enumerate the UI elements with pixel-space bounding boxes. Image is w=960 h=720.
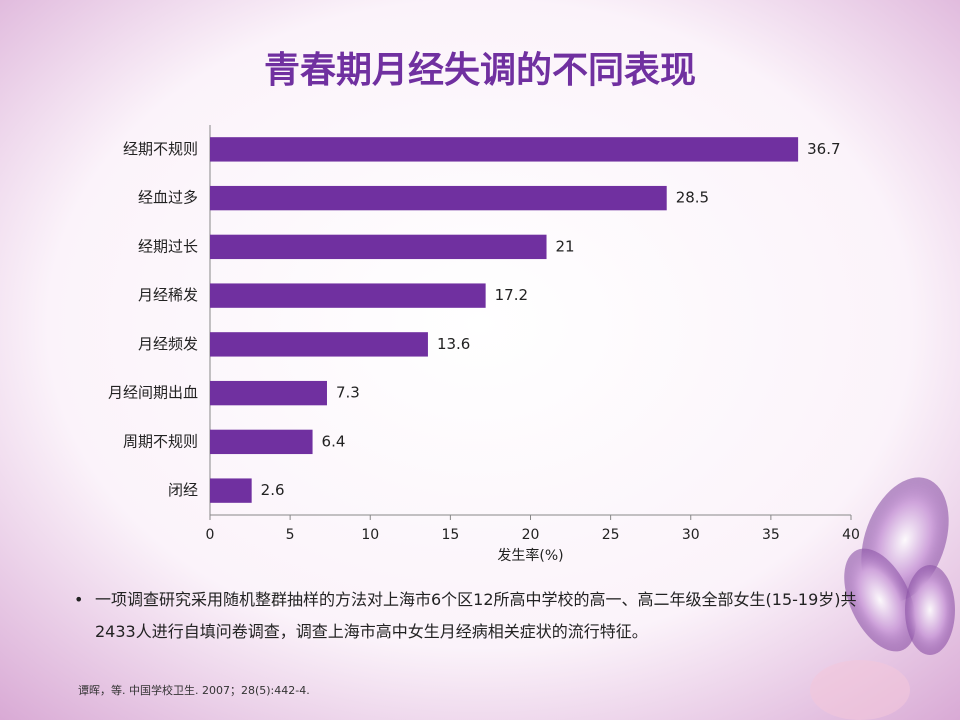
- bullet-marker: •: [74, 590, 84, 609]
- x-tick-label: 30: [682, 527, 700, 543]
- chart-title: 青春期月经失调的不同表现: [264, 50, 696, 91]
- flower-decoration: [810, 477, 955, 720]
- y-tick-label: 经期不规则: [123, 140, 198, 158]
- bar: [210, 234, 547, 260]
- value-label: 21: [556, 237, 575, 255]
- bullet-text: 一项调查研究采用随机整群抽样的方法对上海市6个区12所高中学校的高一、高二年级全…: [95, 590, 857, 641]
- bar: [210, 137, 799, 162]
- x-tick-label: 35: [762, 527, 780, 543]
- y-tick-label: 经期过长: [138, 237, 198, 255]
- bar: [210, 429, 313, 455]
- bar: [210, 380, 327, 406]
- x-tick-label: 0: [206, 527, 215, 543]
- y-tick-label: 闭经: [168, 481, 198, 499]
- bar: [210, 283, 486, 308]
- value-label: 7.3: [336, 384, 360, 402]
- x-tick-label: 5: [286, 527, 295, 543]
- y-tick-label: 月经频发: [138, 335, 198, 353]
- x-tick-label: 25: [602, 527, 620, 543]
- value-label: 28.5: [676, 189, 709, 207]
- bar: [210, 185, 667, 211]
- bar: [210, 478, 252, 503]
- y-tick-label: 周期不规则: [123, 432, 198, 450]
- x-tick-label: 15: [441, 527, 459, 543]
- y-tick-label: 经血过多: [138, 189, 198, 207]
- value-label: 36.7: [807, 140, 840, 158]
- citation: 谭晖，等. 中国学校卫生. 2007；28(5):442-4.: [78, 684, 310, 697]
- value-label: 2.6: [261, 481, 285, 499]
- value-label: 13.6: [437, 335, 470, 353]
- x-tick-label: 10: [361, 527, 379, 543]
- value-label: 17.2: [495, 286, 528, 304]
- y-tick-label: 月经稀发: [138, 286, 198, 304]
- bar: [210, 332, 428, 357]
- y-tick-label: 月经间期出血: [108, 384, 198, 402]
- x-tick-label: 40: [842, 527, 860, 543]
- x-tick-label: 20: [522, 527, 540, 543]
- value-label: 6.4: [322, 432, 346, 450]
- x-axis-label: 发生率(%): [497, 547, 563, 564]
